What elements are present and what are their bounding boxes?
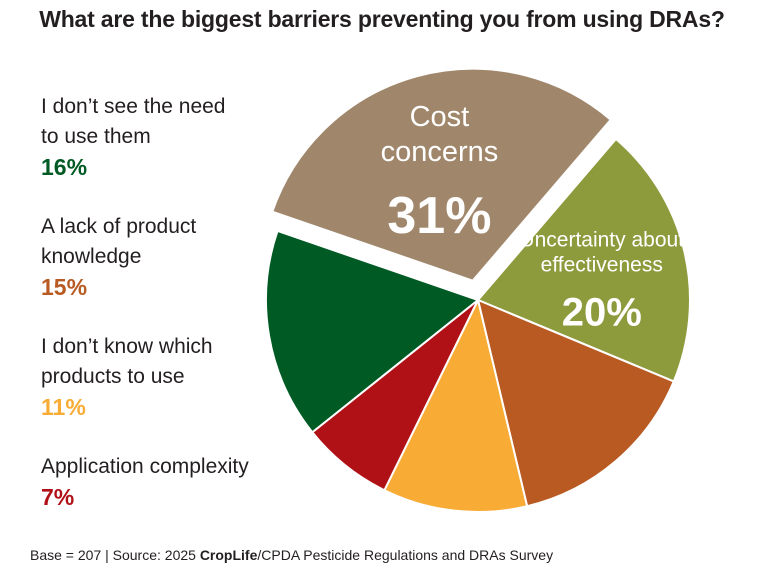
source-footer: Base = 207 | Source: 2025 CropLife/CPDA … <box>30 547 553 563</box>
pie-slice-a-lack-of-product-knowledge <box>476 298 676 508</box>
legend-label-line1: Application complexity <box>41 455 249 478</box>
legend-item-application-complexity: Application complexity 7% <box>41 452 249 512</box>
legend-percent: 15% <box>41 274 88 300</box>
legend-percent: 11% <box>41 394 86 420</box>
pie-slice-uncertainty-about-effectiveness <box>476 137 691 383</box>
chart-title: What are the biggest barriers preventing… <box>39 6 725 32</box>
legend-label-line2: to use them <box>41 125 151 148</box>
slice-label-line: Cost <box>410 101 470 133</box>
slice-value-label: 20% <box>562 291 642 335</box>
footer-brand: CropLife <box>199 547 258 563</box>
slice-value-label: 31% <box>387 187 491 245</box>
legend-item-no-need: I don’t see the need to use them 16% <box>41 92 225 182</box>
legend-label-line1: I don’t know which <box>41 335 213 358</box>
slice-label-line: Uncertainty about <box>519 228 684 251</box>
legend-item-dont-know-products: I don’t know which products to use 11% <box>41 332 213 422</box>
pie-slice-i-don-t-know-which-products-to-use <box>383 297 529 513</box>
legend-label-line1: I don’t see the need <box>41 95 226 118</box>
slice-label-line: concerns <box>381 136 499 168</box>
footer-prefix: Base = 207 | Source: 2025 <box>30 547 200 563</box>
legend-item-lack-knowledge: A lack of product knowledge 15% <box>41 212 196 302</box>
legend-label-line2: products to use <box>41 365 185 388</box>
legend-label-line1: A lack of product <box>41 215 197 238</box>
legend-label-line2: knowledge <box>41 245 142 268</box>
slice-label-line: effectiveness <box>541 254 663 277</box>
footer-suffix: /CPDA Pesticide Regulations and DRAs Sur… <box>257 547 554 563</box>
legend-percent: 16% <box>41 154 88 180</box>
pie-slice-cost-concerns <box>271 67 613 282</box>
legend-percent: 7% <box>41 484 75 510</box>
pie-slice-i-don-t-see-the-need-to-use-them <box>265 229 481 434</box>
